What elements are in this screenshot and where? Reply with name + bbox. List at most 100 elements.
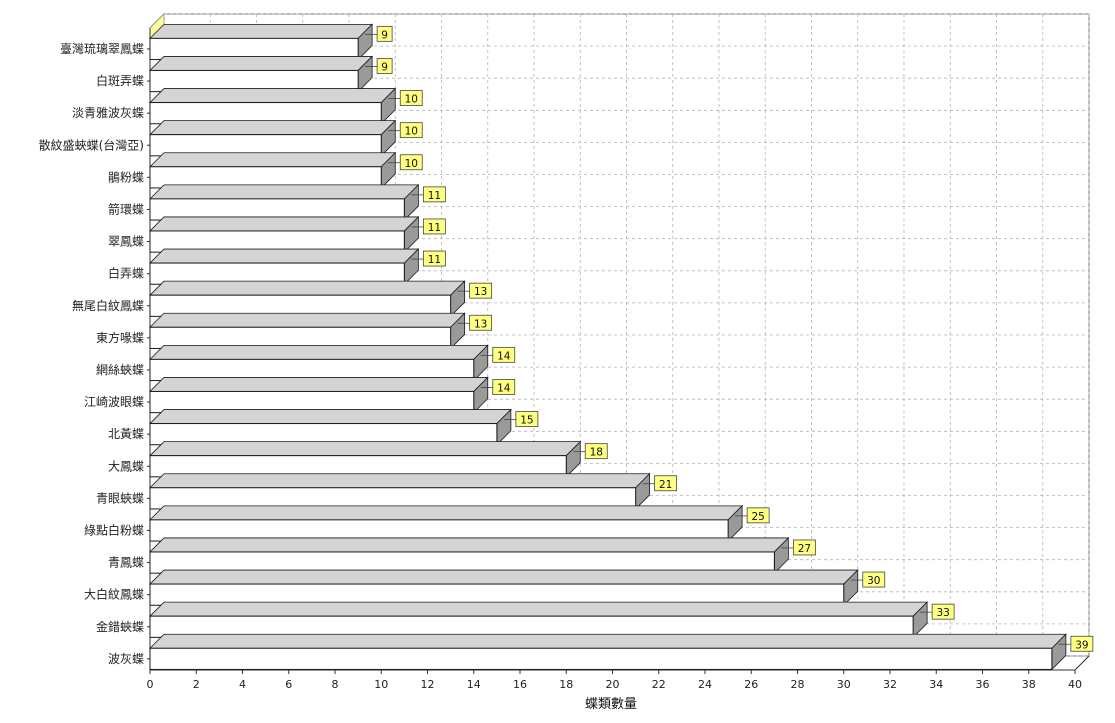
bar-top-face <box>149 537 790 553</box>
data-label: 10 <box>405 94 418 106</box>
data-label-box <box>399 90 423 106</box>
data-label: 30 <box>867 575 880 587</box>
x-tick-label: 4 <box>239 678 246 691</box>
bar-top-face <box>149 633 1067 649</box>
bar-top-face <box>149 23 374 39</box>
data-label: 9 <box>381 29 388 41</box>
data-label-box <box>654 475 678 492</box>
x-tick-label: 32 <box>883 678 897 691</box>
y-category-label: 綠點白粉蝶 <box>84 522 144 537</box>
y-category-label: 淡青雅波灰蝶 <box>72 105 144 120</box>
data-label-box <box>399 154 423 171</box>
data-label: 10 <box>405 126 418 138</box>
data-label: 14 <box>497 350 511 362</box>
x-tick-label: 18 <box>559 678 573 691</box>
bar-top-face <box>149 505 744 521</box>
data-label: 13 <box>474 286 487 298</box>
y-category-label: 青鳳蝶 <box>108 555 144 570</box>
y-category-label: 箭環蝶 <box>108 201 144 216</box>
x-tick-label: 14 <box>467 678 481 691</box>
data-label: 10 <box>405 158 418 170</box>
y-category-label: 翠鳳蝶 <box>108 234 144 249</box>
bar-top-face <box>149 56 374 71</box>
data-label-box <box>492 346 516 363</box>
y-category-label: 網絲蛺蝶 <box>96 362 144 377</box>
data-label-box <box>376 58 393 74</box>
data-label: 9 <box>381 61 388 73</box>
x-tick-label: 16 <box>513 678 527 691</box>
x-tick-label: 12 <box>421 678 435 691</box>
data-label-box <box>1070 635 1094 652</box>
bar-top-face <box>149 601 929 617</box>
bar-top-face <box>149 152 397 168</box>
x-tick-label: 26 <box>744 678 758 691</box>
data-label: 33 <box>936 607 949 619</box>
x-tick-label: 2 <box>193 678 200 691</box>
data-label: 11 <box>428 190 441 202</box>
data-label-box <box>862 571 886 588</box>
data-label: 15 <box>520 415 533 427</box>
y-category-label: 波灰蝶 <box>108 651 144 666</box>
x-tick-label: 28 <box>791 678 805 691</box>
bar-top-face <box>149 312 466 328</box>
x-tick-label: 38 <box>1022 678 1036 691</box>
bar-top-face <box>149 184 420 200</box>
data-label: 21 <box>659 479 672 491</box>
y-category-label: 江崎波眼蝶 <box>84 394 144 409</box>
data-label-box <box>931 603 955 620</box>
data-label: 13 <box>474 318 487 330</box>
x-tick-label: 36 <box>976 678 990 691</box>
data-label-box <box>422 186 446 203</box>
x-tick-label: 0 <box>147 678 154 691</box>
bar-top-face <box>149 569 859 585</box>
data-label-box <box>376 25 393 42</box>
data-label: 14 <box>497 382 511 394</box>
data-label-box <box>515 411 539 427</box>
data-label-box <box>399 122 423 139</box>
bar-top-face <box>149 377 489 392</box>
data-label: 25 <box>751 511 764 523</box>
data-label-box <box>422 218 446 235</box>
y-category-label: 散紋盛蛺蝶(台灣亞) <box>39 137 144 152</box>
y-category-label: 東方喙蝶 <box>96 330 144 345</box>
data-label-box <box>422 250 446 267</box>
data-label-box <box>746 507 770 524</box>
y-category-label: 白弄蝶 <box>108 266 144 281</box>
x-tick-label: 6 <box>285 678 292 691</box>
y-category-label: 白斑弄蝶 <box>96 73 144 88</box>
bar-top-face <box>149 120 397 136</box>
data-label-box <box>792 539 816 556</box>
y-category-label: 無尾白紋鳳蝶 <box>72 298 144 313</box>
bar-top-face <box>149 280 466 296</box>
bar-top-face <box>149 216 420 232</box>
y-category-label: 北黃蝶 <box>108 426 144 441</box>
data-label: 11 <box>428 222 441 234</box>
data-label-box <box>469 314 493 331</box>
data-label: 18 <box>590 447 603 459</box>
x-tick-label: 40 <box>1068 678 1082 691</box>
x-axis-end <box>1074 655 1090 671</box>
x-tick-label: 24 <box>698 678 712 691</box>
x-axis-title: 蝶類數量 <box>585 697 637 712</box>
x-tick-label: 10 <box>374 678 388 691</box>
data-label-box <box>584 443 608 460</box>
data-label: 27 <box>798 543 811 555</box>
y-category-label: 金錯蛺蝶 <box>96 619 144 634</box>
y-category-label: 青眼蛺蝶 <box>96 490 144 505</box>
x-tick-label: 20 <box>606 678 620 691</box>
y-category-label: 鵑粉蝶 <box>108 169 144 184</box>
data-label: 39 <box>1075 639 1088 651</box>
bar-top-face <box>149 441 582 457</box>
x-tick-label: 22 <box>652 678 666 691</box>
bar-top-face <box>149 248 420 264</box>
bar-top-face <box>149 409 512 424</box>
bar-top-face <box>149 344 489 360</box>
data-label-box <box>492 379 516 395</box>
y-category-label: 臺灣琉璃翠鳳蝶 <box>60 41 144 56</box>
data-label-box <box>469 282 493 299</box>
x-tick-label: 34 <box>929 678 943 691</box>
y-category-label: 大白紋鳳蝶 <box>84 587 144 602</box>
bar <box>149 647 1053 670</box>
